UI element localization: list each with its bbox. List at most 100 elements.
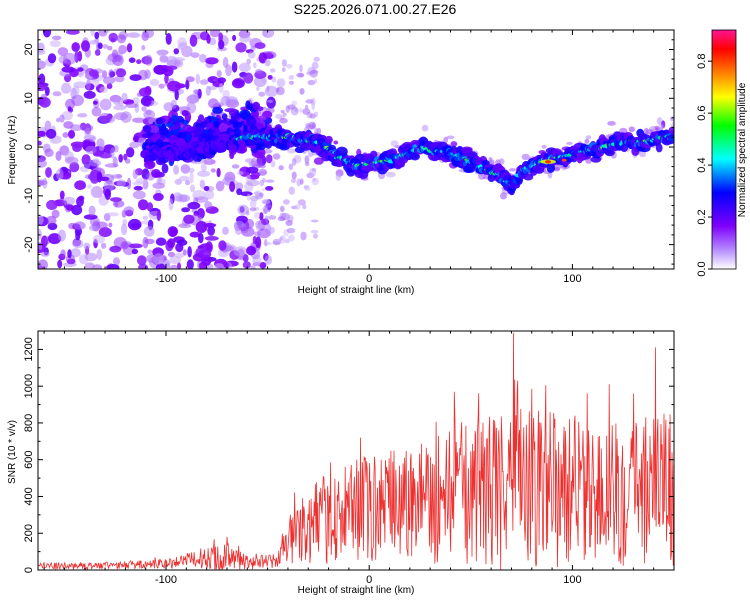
spectrogram-blob — [56, 117, 60, 123]
spectrogram-blob — [181, 110, 189, 117]
snr-series-line — [38, 332, 674, 570]
spectrogram-blob — [55, 151, 62, 161]
spectrogram-blob — [258, 168, 267, 176]
spectrogram-blob — [628, 126, 635, 133]
spectrogram-blob — [174, 59, 184, 68]
spectrogram-blob — [106, 264, 120, 269]
spectrogram-blob — [158, 83, 165, 89]
spectrogram-blob — [38, 73, 46, 85]
spectrogram-blob — [235, 227, 242, 235]
x-tick-label: 100 — [563, 574, 581, 586]
spectrogram-blob — [229, 119, 238, 125]
spectrogram-blob — [137, 255, 147, 266]
spectrogram-blob — [288, 163, 294, 170]
spectrogram-blob — [385, 171, 396, 178]
spectrogram-blob — [106, 83, 113, 90]
spectrogram-blob — [185, 79, 190, 90]
spectrogram-blob — [313, 78, 318, 84]
spectrogram-blob — [116, 179, 127, 187]
colorbar-tick-label: 0.4 — [696, 157, 708, 172]
spectrogram-blob — [197, 170, 211, 177]
spectrogram-blob — [231, 78, 245, 89]
spectrogram-blob — [142, 236, 149, 249]
spectrogram-blob — [126, 43, 133, 53]
spectrogram-blob — [59, 190, 65, 200]
spectrogram-blob — [668, 135, 674, 142]
spectrogram-blob — [234, 220, 244, 226]
spectrogram-blob — [253, 231, 261, 237]
spectrogram-blob — [214, 263, 225, 269]
spectrogram-blob — [256, 223, 262, 231]
spectrogram-blob — [258, 52, 268, 64]
spectrogram-blob — [178, 194, 191, 203]
spectrogram-blob — [281, 59, 287, 67]
spectrogram-blob — [258, 91, 266, 97]
spectrogram-y-ticks: -20 -10 0 10 20 — [23, 29, 674, 265]
spectrogram-blob — [149, 78, 160, 87]
spectrogram-blob — [40, 251, 50, 257]
spectrogram-blob — [167, 80, 182, 92]
spectrogram-blob — [62, 132, 69, 138]
spectrogram-blob — [299, 64, 303, 73]
spectrogram-blob — [205, 85, 211, 96]
spectrogram-blob — [74, 180, 86, 191]
spectrogram-blob — [521, 153, 530, 161]
spectrogram-blob — [155, 118, 163, 125]
spectrogram-blob — [168, 134, 178, 144]
spectrogram-blob — [523, 173, 534, 181]
spectrogram-blob — [287, 148, 296, 154]
spectrogram-blob — [213, 121, 221, 128]
spectrogram-blob — [167, 226, 178, 237]
spectrogram-blob — [249, 207, 257, 212]
spectrogram-blob — [232, 34, 237, 42]
spectrogram-blob — [106, 179, 113, 185]
x-tick-label: -100 — [155, 574, 177, 586]
spectrogram-blob — [59, 114, 65, 123]
colorbar-tick-label: 0.0 — [696, 261, 708, 276]
spectrogram-blob — [46, 199, 58, 211]
spectrogram-blob — [253, 211, 261, 219]
spectrogram-blob — [280, 109, 285, 114]
spectrogram-blob — [307, 79, 316, 86]
spectrogram-blob — [255, 236, 262, 249]
spectrogram-blob — [545, 160, 551, 164]
y-tick-label: 0 — [23, 144, 35, 150]
spectrogram-blob — [80, 40, 91, 52]
spectrogram-blob — [421, 124, 429, 132]
spectrogram-blob — [255, 68, 263, 74]
spectrogram-blob — [89, 40, 98, 45]
spectrogram-blob — [87, 184, 92, 189]
spectrogram-blob — [99, 98, 112, 111]
spectrogram-blob — [276, 87, 280, 93]
spectrogram-blob — [114, 75, 125, 83]
spectrogram-blob — [88, 205, 96, 216]
spectrogram-blob — [260, 77, 268, 84]
spectrogram-blob — [205, 57, 219, 65]
spectrogram-blob — [63, 52, 77, 65]
spectrogram-blob — [282, 112, 287, 117]
spectrogram-blob — [288, 234, 295, 242]
spectrogram-blob — [99, 176, 110, 181]
spectrogram-blob — [226, 127, 234, 134]
spectrogram-blob — [159, 55, 169, 63]
spectrogram-blob — [287, 104, 296, 110]
spectrogram-blob — [242, 261, 251, 269]
y-tick-label: 10 — [23, 92, 35, 104]
spectrogram-blob — [209, 100, 221, 107]
y-tick-label: 0 — [23, 567, 35, 573]
spectrogram-blob — [249, 199, 257, 208]
spectrogram-blob — [61, 66, 75, 73]
spectrogram-blob — [215, 180, 225, 192]
spectrogram-blob — [132, 181, 143, 186]
spectrogram-blob — [62, 196, 76, 206]
spectrogram-blob — [306, 71, 314, 76]
spectrogram-blob — [217, 77, 226, 84]
spectrogram-blob — [112, 55, 124, 66]
spectrogram-blob — [585, 135, 592, 140]
spectrogram-blob — [161, 163, 169, 174]
spectrogram-blob — [206, 122, 216, 127]
spectrogram-blob — [155, 263, 166, 269]
spectrogram-blob — [266, 85, 270, 92]
spectrogram-blob — [264, 51, 277, 59]
spectrogram-blob — [299, 88, 305, 95]
